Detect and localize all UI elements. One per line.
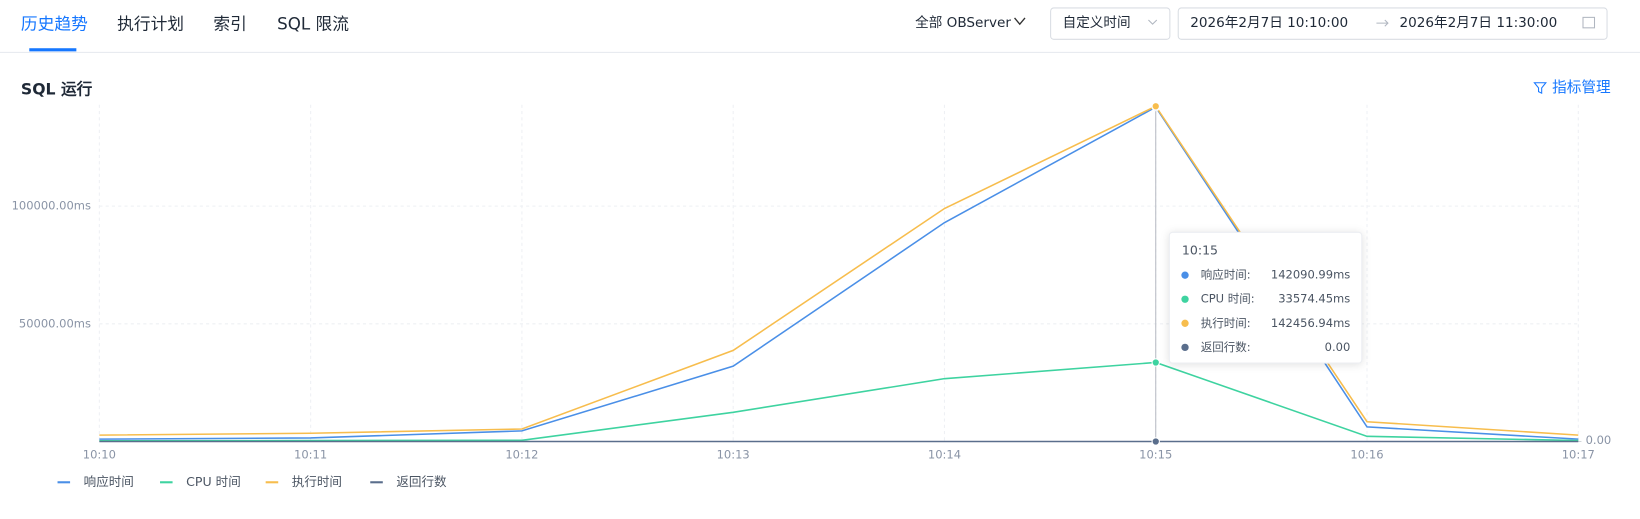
calendar-icon — [1582, 16, 1596, 29]
tooltip-name: CPU 时间: — [1201, 292, 1255, 306]
tooltip-dot — [1181, 271, 1189, 279]
tooltip — [1168, 231, 1363, 364]
tab[interactable]: SQL 限流 — [277, 14, 349, 34]
tooltip-value: 33574.45ms — [1278, 292, 1350, 306]
filter-icon — [1533, 82, 1547, 95]
tooltip-name: 返回行数: — [1201, 340, 1251, 354]
series-line — [99, 361, 1579, 442]
legend-label[interactable]: CPU 时间 — [186, 474, 241, 489]
tooltip-value: 0.00 — [1325, 340, 1351, 354]
x-tick-label: 10:12 — [505, 448, 538, 462]
start-time: 2026年2月7日 10:10:00 — [1190, 15, 1348, 31]
legend-label[interactable]: 执行时间 — [292, 474, 342, 489]
x-tick-label: 10:15 — [1139, 448, 1172, 462]
y2-tick-label: 0.00 — [1586, 433, 1612, 447]
series-line — [99, 106, 1579, 440]
tooltip-title: 10:15 — [1182, 243, 1218, 258]
end-time: 2026年2月7日 11:30:00 — [1399, 15, 1557, 31]
chevron — [1148, 19, 1158, 25]
time-mode-select[interactable] — [1050, 7, 1171, 40]
chevron — [1014, 17, 1026, 26]
legend-label[interactable]: 返回行数 — [396, 474, 447, 489]
tooltip-dot — [1181, 343, 1189, 352]
section-title: SQL 运行 — [21, 80, 93, 99]
time-mode-label: 自定义时间 — [1063, 15, 1131, 31]
tooltip-value: 142090.99ms — [1271, 268, 1350, 282]
y-tick-label: 50000.00ms — [19, 316, 91, 330]
tooltip-name: 执行时间: — [1201, 316, 1251, 330]
tab[interactable]: 执行计划 — [117, 14, 184, 34]
range-arrow — [1376, 19, 1389, 27]
tooltip-dot — [1181, 319, 1189, 327]
hover-point — [1151, 358, 1160, 367]
x-tick-label: 10:14 — [928, 448, 961, 462]
legend-label[interactable]: 响应时间 — [84, 474, 134, 489]
metrics-manage-link[interactable]: 指标管理 — [1552, 79, 1611, 96]
tab[interactable]: 历史趋势 — [21, 14, 88, 34]
hover-point — [1151, 437, 1160, 446]
tooltip-value: 142456.94ms — [1271, 316, 1350, 330]
hover-point — [1151, 102, 1160, 111]
series-line — [99, 105, 1579, 436]
tooltip-dot — [1181, 295, 1189, 303]
x-tick-label: 10:13 — [717, 448, 750, 462]
x-tick-label: 10:11 — [294, 448, 327, 462]
y-tick-label: 100000.00ms — [12, 199, 91, 213]
active-tab-indicator — [29, 48, 77, 52]
date-range-picker[interactable] — [1177, 7, 1608, 40]
tooltip-name: 响应时间: — [1201, 268, 1251, 282]
x-tick-label: 10:17 — [1562, 448, 1595, 462]
tab[interactable]: 索引 — [213, 14, 246, 34]
server-select[interactable]: 全部 OBServer — [915, 14, 1011, 31]
x-tick-label: 10:10 — [83, 448, 116, 462]
x-tick-label: 10:16 — [1350, 448, 1383, 462]
